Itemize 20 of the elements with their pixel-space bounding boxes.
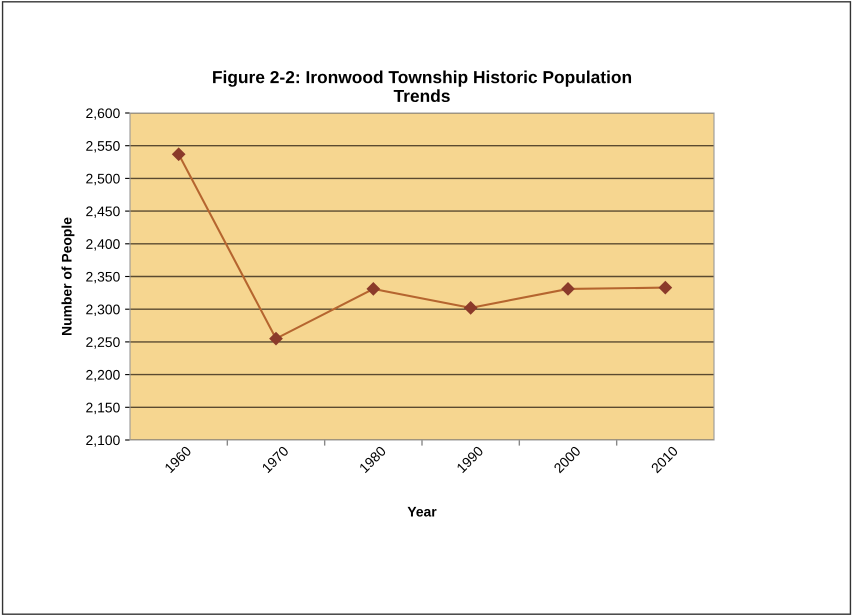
- point: [172, 148, 186, 161]
- y-tick-label: 2,550: [86, 141, 120, 153]
- y-tick-label: 2,150: [86, 402, 120, 414]
- point: [561, 282, 575, 296]
- point: [366, 282, 380, 296]
- y-tick-label: 2,350: [86, 272, 120, 284]
- point: [464, 301, 478, 314]
- point: [269, 332, 283, 346]
- y-tick-label: 2,250: [86, 337, 120, 349]
- y-tick-label: 2,400: [86, 239, 120, 251]
- y-tick-label: 2,600: [86, 108, 120, 120]
- y-axis-title: Number of People: [61, 218, 74, 335]
- y-tick-label: 2,300: [86, 304, 120, 316]
- y-tick-label: 2,100: [86, 435, 120, 447]
- y-tick-label: 2,500: [86, 174, 120, 186]
- x-axis-title: Year: [408, 506, 436, 517]
- y-tick-label: 2,450: [86, 206, 120, 218]
- chart-title: Figure 2-2: Ironwood Township Historic Population Trends: [213, 70, 632, 102]
- y-tick-label: 2,200: [86, 370, 120, 382]
- point: [658, 281, 672, 294]
